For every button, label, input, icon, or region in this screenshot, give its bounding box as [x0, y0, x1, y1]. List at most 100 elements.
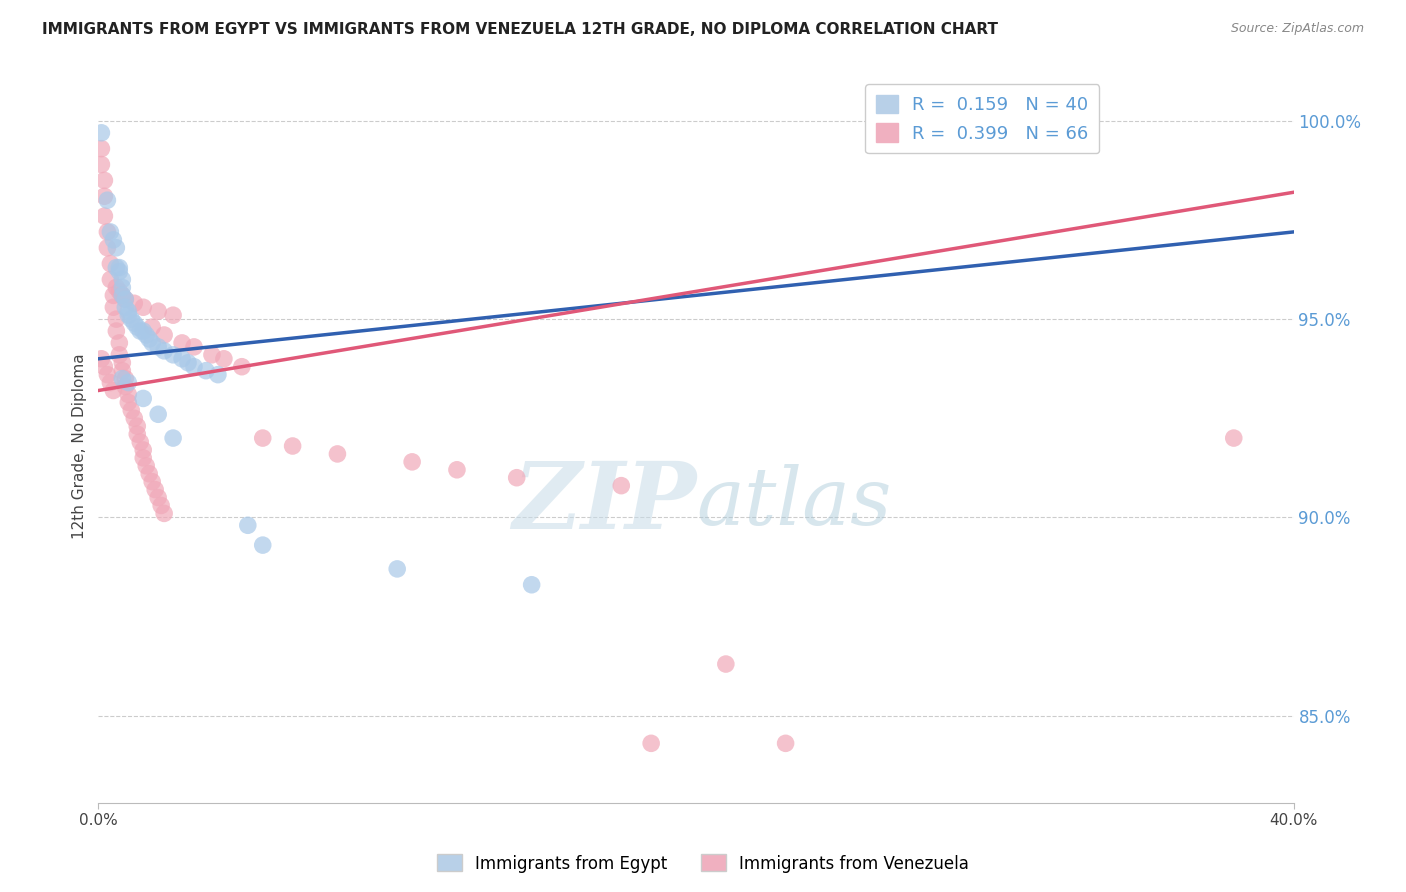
Point: [231, 359, 253, 374]
Point: [201, 348, 224, 362]
Text: ZIP: ZIP: [512, 458, 696, 548]
Point: [162, 308, 184, 322]
Point: [714, 657, 737, 671]
Point: [775, 736, 797, 750]
Point: [111, 280, 134, 294]
Text: Source: ZipAtlas.com: Source: ZipAtlas.com: [1230, 22, 1364, 36]
Point: [129, 435, 152, 450]
Point: [326, 447, 349, 461]
Point: [401, 455, 423, 469]
Point: [111, 288, 134, 302]
Point: [143, 483, 166, 497]
Point: [127, 320, 149, 334]
Point: [148, 304, 170, 318]
Point: [103, 300, 125, 314]
Point: [93, 173, 115, 187]
Point: [114, 293, 136, 307]
Point: [96, 225, 118, 239]
Point: [90, 142, 112, 156]
Point: [127, 419, 149, 434]
Y-axis label: 12th Grade, No Diploma: 12th Grade, No Diploma: [72, 353, 87, 539]
Point: [114, 300, 136, 314]
Point: [103, 288, 125, 302]
Point: [520, 578, 543, 592]
Point: [111, 356, 134, 370]
Point: [195, 364, 218, 378]
Point: [108, 335, 131, 350]
Point: [98, 376, 122, 390]
Point: [446, 463, 468, 477]
Point: [172, 335, 194, 350]
Point: [183, 359, 205, 374]
Point: [120, 403, 142, 417]
Point: [135, 328, 157, 343]
Point: [172, 351, 194, 366]
Point: [252, 431, 274, 445]
Point: [135, 458, 157, 473]
Point: [385, 562, 409, 576]
Point: [114, 371, 136, 385]
Point: [141, 475, 163, 489]
Point: [212, 351, 235, 366]
Point: [150, 499, 173, 513]
Point: [108, 264, 131, 278]
Point: [640, 736, 662, 750]
Point: [103, 384, 125, 398]
Point: [105, 324, 128, 338]
Legend: R =  0.159   N = 40, R =  0.399   N = 66: R = 0.159 N = 40, R = 0.399 N = 66: [865, 84, 1099, 153]
Point: [111, 371, 134, 385]
Point: [117, 395, 139, 409]
Point: [114, 379, 136, 393]
Point: [93, 189, 115, 203]
Point: [96, 368, 118, 382]
Point: [177, 356, 200, 370]
Point: [108, 260, 131, 275]
Point: [90, 351, 112, 366]
Point: [108, 348, 131, 362]
Point: [207, 368, 229, 382]
Point: [132, 450, 155, 465]
Point: [132, 300, 155, 314]
Point: [129, 324, 152, 338]
Point: [138, 467, 160, 481]
Point: [90, 126, 112, 140]
Point: [93, 359, 115, 374]
Point: [105, 312, 128, 326]
Point: [127, 427, 149, 442]
Point: [141, 320, 163, 334]
Point: [610, 478, 633, 492]
Point: [111, 288, 134, 302]
Point: [236, 518, 259, 533]
Point: [111, 272, 134, 286]
Point: [153, 328, 176, 343]
Point: [138, 332, 160, 346]
Text: IMMIGRANTS FROM EGYPT VS IMMIGRANTS FROM VENEZUELA 12TH GRADE, NO DIPLOMA CORREL: IMMIGRANTS FROM EGYPT VS IMMIGRANTS FROM…: [42, 22, 998, 37]
Point: [162, 431, 184, 445]
Point: [141, 335, 163, 350]
Text: atlas: atlas: [696, 465, 891, 541]
Point: [148, 407, 170, 421]
Point: [162, 348, 184, 362]
Point: [120, 312, 142, 326]
Point: [103, 233, 125, 247]
Point: [132, 324, 155, 338]
Point: [93, 209, 115, 223]
Point: [111, 364, 134, 378]
Point: [252, 538, 274, 552]
Point: [281, 439, 304, 453]
Point: [506, 471, 529, 485]
Point: [105, 280, 128, 294]
Point: [117, 387, 139, 401]
Point: [132, 392, 155, 406]
Point: [153, 507, 176, 521]
Point: [148, 340, 170, 354]
Point: [105, 241, 128, 255]
Point: [117, 304, 139, 318]
Point: [183, 340, 205, 354]
Legend: Immigrants from Egypt, Immigrants from Venezuela: Immigrants from Egypt, Immigrants from V…: [430, 847, 976, 880]
Point: [124, 296, 146, 310]
Point: [98, 257, 122, 271]
Point: [132, 442, 155, 457]
Point: [114, 293, 136, 307]
Point: [153, 343, 176, 358]
